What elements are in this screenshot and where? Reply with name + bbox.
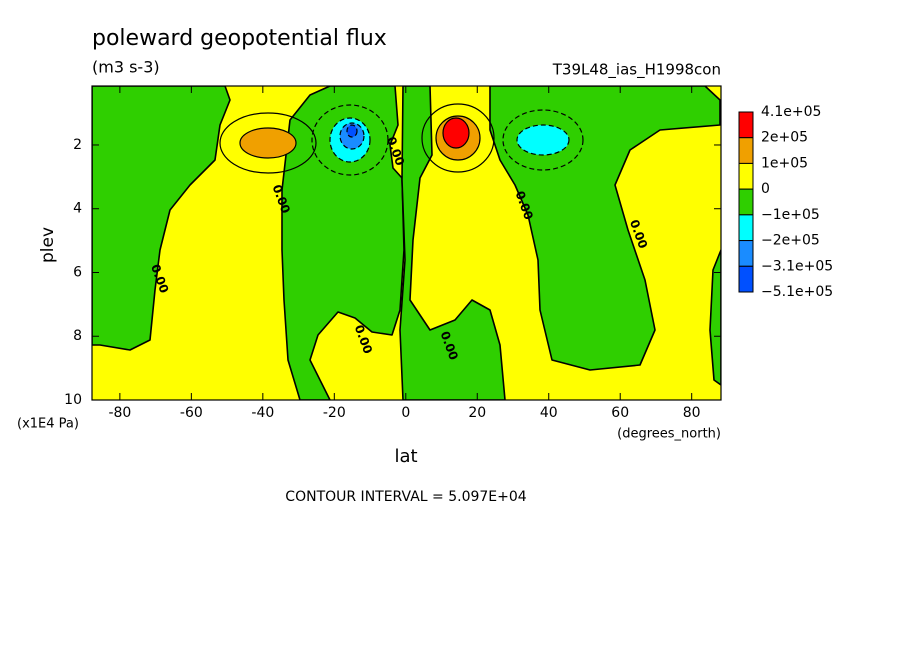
y-tick-label: 2 xyxy=(73,137,82,153)
colorbar-label: 2e+05 xyxy=(761,130,808,146)
y-tick-label: 8 xyxy=(73,328,82,344)
contour-region xyxy=(239,127,297,159)
contour-region xyxy=(709,249,721,386)
y-axis-units: (x1E4 Pa) xyxy=(17,417,79,432)
contour-region xyxy=(92,86,231,351)
colorbar-swatch xyxy=(738,240,754,267)
colorbar-swatch xyxy=(738,137,754,164)
units: (m3 s-3) xyxy=(92,58,160,77)
contour-field: 0.000.000.000.000.000.000.00 xyxy=(92,86,721,400)
colorbar-swatch xyxy=(738,162,754,190)
x-tick-label: -80 xyxy=(108,405,131,421)
x-tick-label: 40 xyxy=(540,405,558,421)
y-axis-label: plev xyxy=(38,227,58,263)
colorbar-swatch xyxy=(738,111,754,139)
x-tick-label: 20 xyxy=(468,405,486,421)
x-tick-label: -60 xyxy=(180,405,203,421)
contour-region xyxy=(311,104,389,176)
x-axis-label: lat xyxy=(394,446,417,467)
x-tick-label: 0 xyxy=(401,405,410,421)
y-tick-label: 4 xyxy=(73,201,82,217)
colorbar-label: −5.1e+05 xyxy=(761,284,833,300)
y-tick-label: 10 xyxy=(64,392,82,408)
y-tick-label: 6 xyxy=(73,264,82,280)
x-tick-label: 60 xyxy=(611,405,629,421)
contour-region xyxy=(281,86,405,400)
contour-region xyxy=(442,117,470,149)
x-axis-units: (degrees_north) xyxy=(617,427,721,442)
colorbar-label: −3.1e+05 xyxy=(761,258,833,274)
footer-note: CONTOUR INTERVAL = 5.097E+04 xyxy=(285,489,526,505)
contour-region xyxy=(516,124,570,156)
x-tick-label: -20 xyxy=(323,405,346,421)
contour-region xyxy=(502,109,584,171)
colorbar-label: −2e+05 xyxy=(761,233,820,249)
colorbar-label: 4.1e+05 xyxy=(761,104,821,120)
contour-region xyxy=(346,124,358,138)
colorbar-swatch xyxy=(738,188,754,216)
dataset-label: T39L48_ias_H1998con xyxy=(552,61,721,80)
colorbar-swatch xyxy=(738,214,754,242)
contour-region xyxy=(399,86,506,400)
colorbar-label: −1e+05 xyxy=(761,207,820,223)
contour-region xyxy=(421,103,495,173)
colorbar-swatch xyxy=(738,265,754,293)
plot-frame xyxy=(91,85,722,401)
contour-region xyxy=(219,112,317,174)
contour-region xyxy=(489,86,721,371)
x-tick-label: -40 xyxy=(251,405,274,421)
colorbar-label: 1e+05 xyxy=(761,155,808,171)
chart-title: poleward geopotential flux xyxy=(92,26,387,51)
colorbar-label: 0 xyxy=(761,181,770,197)
x-tick-label: 80 xyxy=(683,405,701,421)
